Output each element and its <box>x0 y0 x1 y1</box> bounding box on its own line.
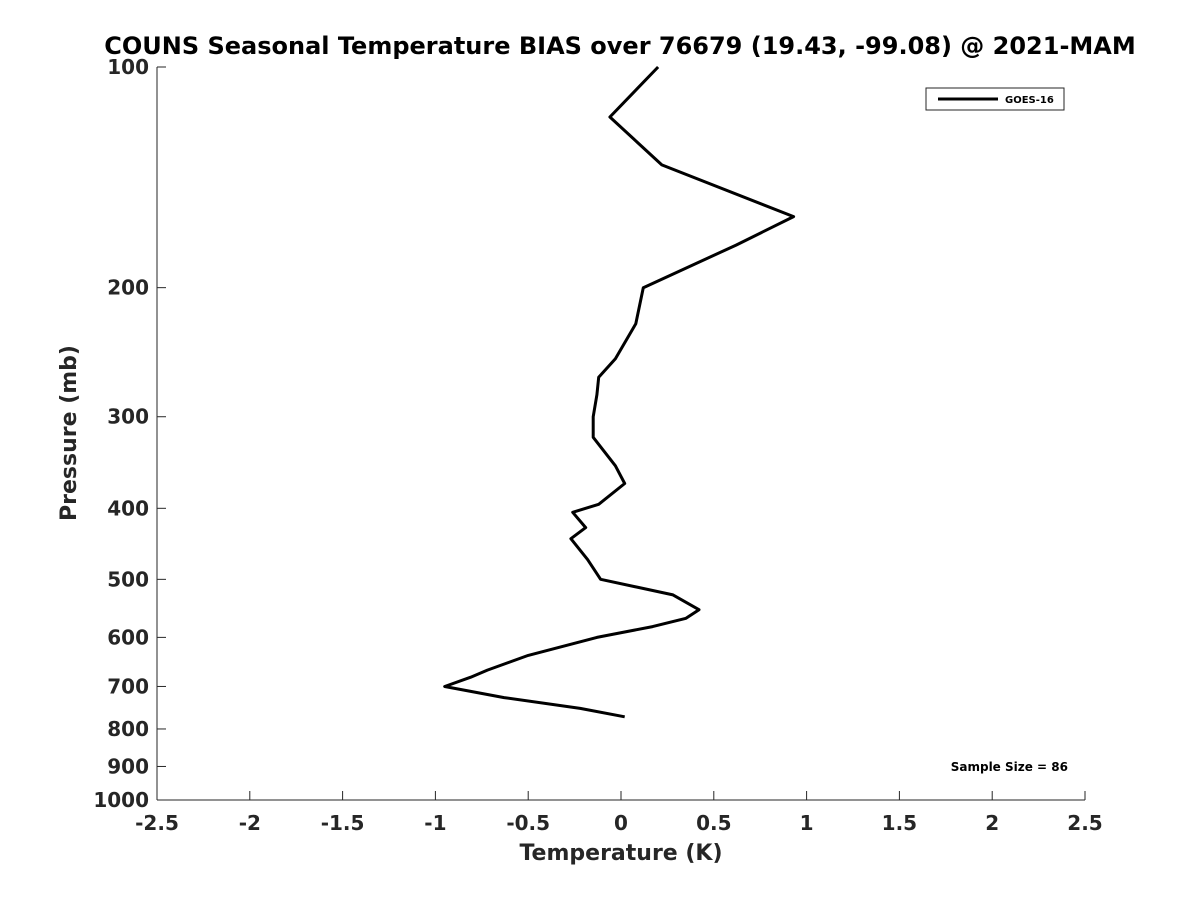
y-tick-label: 200 <box>107 276 149 300</box>
y-tick-label: 700 <box>107 674 149 698</box>
chart-title: COUNS Seasonal Temperature BIAS over 766… <box>104 32 1136 60</box>
y-tick-label: 900 <box>107 754 149 778</box>
y-tick-label: 600 <box>107 625 149 649</box>
legend-label: GOES-16 <box>1005 95 1054 106</box>
x-tick-label: -2 <box>239 811 261 835</box>
x-tick-label: 0 <box>614 811 628 835</box>
x-tick-label: -2.5 <box>135 811 179 835</box>
sample-size-annotation: Sample Size = 86 <box>951 760 1068 774</box>
series-layer <box>443 65 796 719</box>
series-line-goes-16 <box>443 65 796 719</box>
x-tick-label: 2 <box>985 811 999 835</box>
legend: GOES-16 <box>925 87 1065 111</box>
x-axis-label: Temperature (K) <box>519 841 722 866</box>
y-axis-label: Pressure (mb) <box>57 345 82 521</box>
y-tick-label: 100 <box>107 55 149 79</box>
x-tick-label: 2.5 <box>1067 811 1102 835</box>
x-tick-label: -1 <box>424 811 446 835</box>
y-tick-label: 1000 <box>93 788 149 812</box>
y-tick-label: 400 <box>107 496 149 520</box>
x-axis-ticks: -2.5 -2 -1.5 -1 -0.5 0 0.5 1 1.5 2 2.5 <box>135 791 1103 835</box>
x-tick-label: -0.5 <box>506 811 550 835</box>
x-tick-label: 0.5 <box>696 811 731 835</box>
y-axis-ticks: 100 200 300 400 500 600 700 800 900 1000 <box>93 55 166 812</box>
y-tick-label: 500 <box>107 567 149 591</box>
x-tick-label: -1.5 <box>321 811 365 835</box>
x-tick-label: 1.5 <box>882 811 917 835</box>
x-tick-label: 1 <box>800 811 814 835</box>
y-tick-label: 800 <box>107 717 149 741</box>
y-tick-label: 300 <box>107 405 149 429</box>
